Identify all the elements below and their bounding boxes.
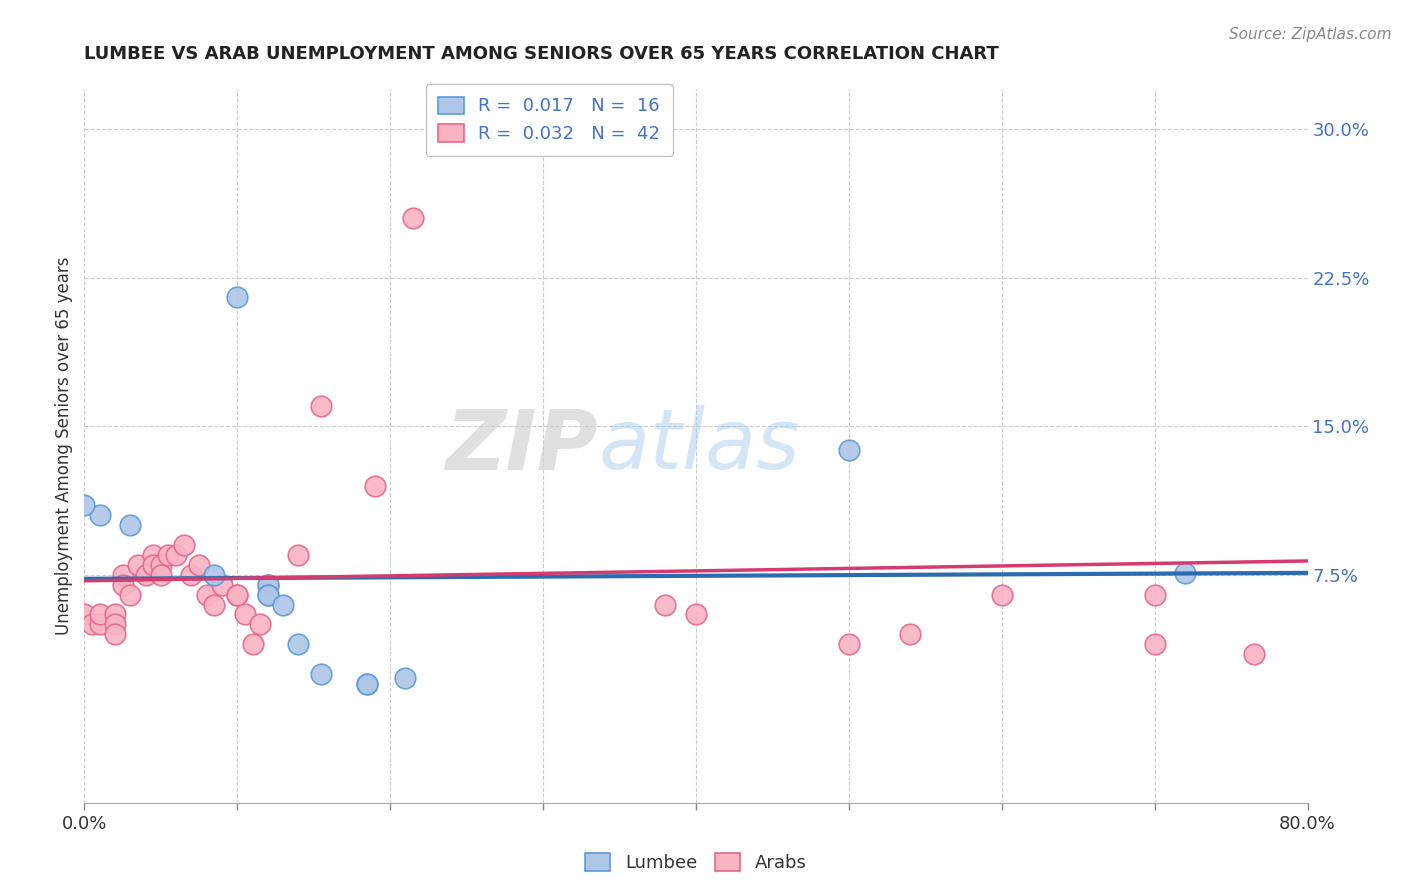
Text: ZIP: ZIP (446, 406, 598, 486)
Text: LUMBEE VS ARAB UNEMPLOYMENT AMONG SENIORS OVER 65 YEARS CORRELATION CHART: LUMBEE VS ARAB UNEMPLOYMENT AMONG SENIOR… (84, 45, 1000, 62)
Point (654, 598, 676, 612)
Point (89, 617, 111, 632)
Point (120, 588, 142, 602)
Point (180, 567, 202, 582)
Point (135, 567, 157, 582)
Point (257, 588, 280, 602)
Point (1143, 637, 1166, 651)
Point (165, 548, 187, 562)
Point (287, 548, 309, 562)
Point (287, 637, 309, 651)
Point (1174, 566, 1197, 580)
Point (73, 499, 96, 513)
Point (104, 627, 127, 641)
Point (233, 607, 256, 622)
Point (838, 637, 860, 651)
Point (142, 558, 165, 572)
Point (226, 290, 249, 304)
Point (80, 617, 103, 632)
Point (157, 548, 180, 562)
Point (226, 588, 249, 602)
Point (111, 567, 134, 582)
Point (1243, 647, 1265, 661)
Point (89, 607, 111, 622)
Point (104, 607, 127, 622)
Point (89, 508, 111, 523)
Point (242, 637, 264, 651)
Point (898, 627, 921, 641)
Point (142, 548, 165, 562)
Legend: Lumbee, Arabs: Lumbee, Arabs (578, 847, 814, 880)
Text: atlas: atlas (598, 406, 800, 486)
Point (249, 617, 271, 632)
Point (111, 578, 134, 592)
Point (402, 211, 425, 225)
Point (149, 558, 172, 572)
Point (271, 598, 294, 612)
Y-axis label: Unemployment Among Seniors over 65 years: Unemployment Among Seniors over 65 years (55, 257, 73, 635)
Point (991, 588, 1014, 602)
Point (356, 677, 378, 691)
Point (685, 607, 707, 622)
Point (838, 442, 860, 457)
Point (120, 518, 142, 533)
Point (195, 588, 218, 602)
Point (211, 578, 233, 592)
Point (173, 538, 195, 552)
Point (311, 400, 333, 414)
Point (226, 588, 249, 602)
Point (188, 558, 211, 572)
Point (257, 578, 280, 592)
Point (257, 588, 280, 602)
Point (394, 671, 416, 685)
Point (356, 677, 378, 691)
Point (257, 578, 280, 592)
Point (202, 598, 225, 612)
Text: Source: ZipAtlas.com: Source: ZipAtlas.com (1229, 27, 1392, 42)
Point (104, 617, 127, 632)
Point (149, 567, 172, 582)
Point (127, 558, 149, 572)
Point (364, 478, 387, 492)
Point (1143, 588, 1166, 602)
Point (73, 607, 96, 622)
Point (202, 567, 225, 582)
Point (311, 667, 333, 681)
